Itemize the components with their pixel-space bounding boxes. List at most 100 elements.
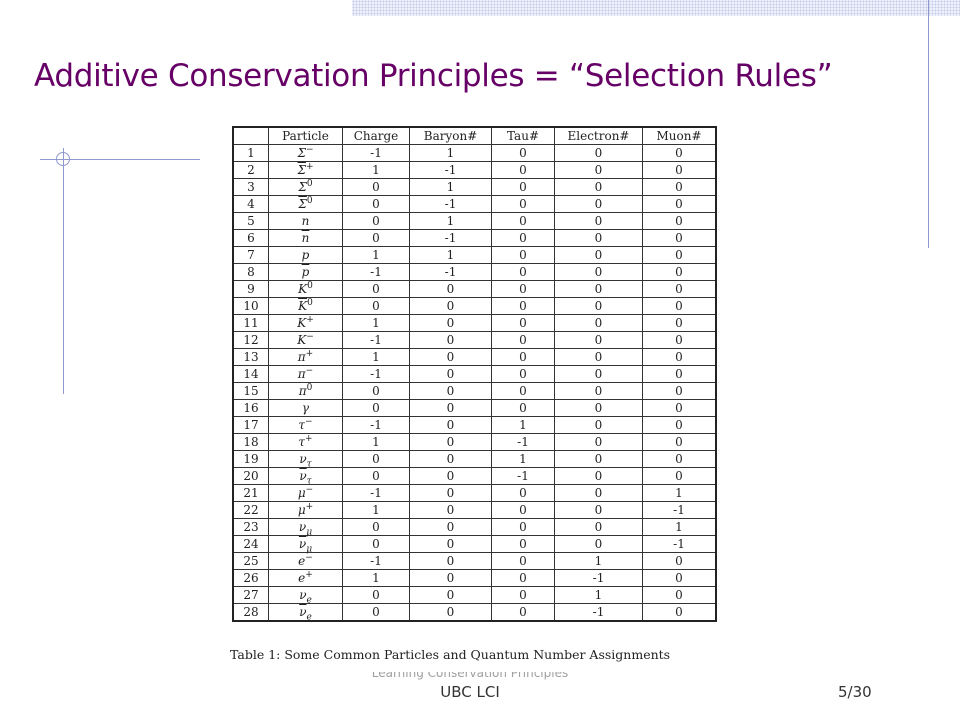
tau-value: 0	[491, 212, 555, 230]
particle-superscript: −	[305, 552, 313, 563]
particle-base: π	[298, 383, 307, 398]
electron-value: 0	[554, 433, 643, 451]
table-row: 15 π0 0 0 0 0 0	[232, 382, 717, 400]
muon-value: 0	[642, 144, 717, 162]
muon-value: 0	[642, 399, 717, 417]
muon-value: 0	[642, 229, 717, 247]
particle-subscript: μ	[306, 526, 313, 537]
particle-superscript: +	[305, 569, 313, 580]
particle-symbol: π−	[268, 365, 343, 383]
table-row: 27 νe 0 0 0 1 0	[232, 586, 717, 604]
charge-value: 0	[342, 212, 410, 230]
row-index: 5	[232, 212, 269, 230]
table-caption: Table 1: Some Common Particles and Quant…	[230, 647, 671, 662]
tau-value: 0	[491, 535, 555, 553]
row-index: 25	[232, 552, 269, 570]
particle-symbol: e−	[268, 552, 343, 570]
table-row: 11 K+ 1 0 0 0 0	[232, 314, 717, 332]
row-index: 22	[232, 501, 269, 519]
electron-value: 0	[554, 144, 643, 162]
table-row: 19 ντ 0 0 1 0 0	[232, 450, 717, 468]
muon-value: 0	[642, 161, 717, 179]
tau-value: 0	[491, 399, 555, 417]
tau-value: 1	[491, 450, 555, 468]
electron-value: 1	[554, 586, 643, 604]
table-row: 16 γ 0 0 0 0 0	[232, 399, 717, 417]
baryon-value: 0	[409, 586, 492, 604]
charge-value: 0	[342, 382, 410, 400]
row-index: 11	[232, 314, 269, 332]
baryon-value: 0	[409, 484, 492, 502]
table-row: 2 Σ+ 1 -1 0 0 0	[232, 161, 717, 179]
table-header-row: Particle Charge Baryon# Tau# Electron# M…	[232, 126, 717, 145]
muon-value: 0	[642, 195, 717, 213]
particle-superscript: 0	[307, 280, 313, 291]
electron-value: 0	[554, 348, 643, 366]
electron-value: 0	[554, 535, 643, 553]
electron-value: 0	[554, 331, 643, 349]
particle-table: Particle Charge Baryon# Tau# Electron# M…	[232, 126, 717, 622]
charge-value: -1	[342, 416, 410, 434]
electron-value: -1	[554, 603, 643, 622]
particle-symbol: μ−	[268, 484, 343, 502]
particle-base: μ	[297, 502, 306, 517]
electron-value: 0	[554, 161, 643, 179]
muon-value: 0	[642, 416, 717, 434]
row-index: 26	[232, 569, 269, 587]
electron-value: 0	[554, 416, 643, 434]
particle-symbol: π0	[268, 382, 343, 400]
top-decorative-band	[352, 0, 960, 16]
decor-line-left-vertical	[63, 148, 64, 394]
row-index: 17	[232, 416, 269, 434]
particle-base: γ	[301, 400, 310, 415]
particle-symbol: ντ	[268, 467, 343, 485]
muon-value: 0	[642, 297, 717, 315]
baryon-value: 0	[409, 297, 492, 315]
baryon-value: 1	[409, 178, 492, 196]
charge-value: 0	[342, 603, 410, 622]
particle-base: Σ	[297, 145, 306, 160]
particle-subscript: μ	[306, 543, 313, 554]
tau-value: 0	[491, 178, 555, 196]
baryon-value: 0	[409, 433, 492, 451]
slide-title: Additive Conservation Principles = “Sele…	[34, 58, 833, 94]
baryon-value: 1	[409, 212, 492, 230]
table-row: 26 e+ 1 0 0 -1 0	[232, 569, 717, 587]
charge-value: 0	[342, 467, 410, 485]
footer-organization: UBC LCI	[440, 683, 500, 701]
charge-value: -1	[342, 144, 410, 162]
electron-value: 0	[554, 178, 643, 196]
charge-value: 0	[342, 450, 410, 468]
charge-value: 1	[342, 246, 410, 264]
tau-value: 0	[491, 569, 555, 587]
particle-symbol: νμ	[268, 518, 343, 537]
particle-symbol: K0	[268, 297, 343, 315]
baryon-value: 0	[409, 467, 492, 485]
tau-value: 0	[491, 501, 555, 519]
particle-base: p	[301, 247, 310, 262]
electron-value: 0	[554, 314, 643, 332]
row-index: 8	[232, 263, 269, 281]
particle-symbol: μ+	[268, 501, 343, 519]
row-index: 9	[232, 280, 269, 298]
baryon-value: 0	[409, 280, 492, 298]
row-index: 19	[232, 450, 269, 468]
muon-value: 1	[642, 518, 717, 536]
charge-value: 1	[342, 161, 410, 179]
electron-value: 0	[554, 263, 643, 281]
muon-value: 0	[642, 263, 717, 281]
row-index: 24	[232, 535, 269, 553]
electron-value: 0	[554, 467, 643, 485]
muon-value: 0	[642, 348, 717, 366]
row-index: 3	[232, 178, 269, 196]
header-baryon: Baryon#	[409, 126, 492, 145]
row-index: 28	[232, 603, 269, 622]
charge-value: 0	[342, 178, 410, 196]
row-index: 14	[232, 365, 269, 383]
particle-base: τ	[298, 417, 306, 432]
particle-subscript: e	[306, 611, 312, 622]
baryon-value: 0	[409, 331, 492, 349]
muon-value: 0	[642, 552, 717, 570]
table-row: 12 K− -1 0 0 0 0	[232, 331, 717, 349]
